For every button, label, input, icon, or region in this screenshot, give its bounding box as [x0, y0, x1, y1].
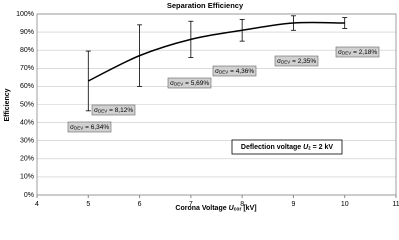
x-tick-label: 10 — [341, 201, 349, 208]
chart-title: Separation Efficiency — [167, 1, 244, 10]
y-tick-label: 80% — [20, 47, 34, 54]
y-tick-label: 50% — [20, 101, 34, 108]
y-tick-label: 0% — [24, 192, 34, 199]
x-tick-label: 7 — [189, 201, 193, 208]
annotation-box — [274, 55, 319, 67]
note-text: Deflection voltage — [241, 144, 303, 151]
x-label-symbol: U — [229, 205, 235, 212]
y-tick-label: 30% — [20, 138, 34, 145]
annotation-box — [212, 65, 257, 77]
y-tick-label: 90% — [20, 29, 34, 36]
y-tick-label: 20% — [20, 156, 34, 163]
note-sub: z — [308, 146, 311, 152]
annotation-symbol: σ — [338, 49, 342, 56]
annotation: σDEV = 2,18% — [338, 49, 377, 56]
annotation: σDEV = 2,35% — [277, 58, 316, 65]
annotation: σDEV = 5,69% — [170, 80, 209, 87]
annotation-text: = 6,34% — [83, 124, 109, 131]
annotation-box — [335, 46, 380, 58]
annotation-box — [91, 104, 136, 116]
y-tick-label: 40% — [20, 119, 34, 126]
annotation-sub: DEV — [219, 70, 228, 75]
annotation-text: = 2,35% — [290, 58, 316, 65]
x-tick-label: 8 — [240, 201, 244, 208]
annotation-text: = 4,36% — [228, 68, 254, 75]
x-tick-label: 6 — [138, 201, 142, 208]
annotation-symbol: σ — [277, 58, 281, 65]
x-tick-label: 11 — [392, 201, 399, 208]
annotation-sub: DEV — [281, 60, 290, 65]
annotation-sub: DEV — [174, 82, 183, 87]
note-symbol: U — [303, 144, 309, 151]
x-axis-label: Corona Voltage Ucor [kV] — [175, 205, 256, 213]
annotation-text: = 8,12% — [107, 107, 133, 114]
chart: Separation Efficiency Efficiency Corona … — [4, 1, 399, 213]
x-label-text: Corona Voltage — [175, 205, 228, 212]
annotation-symbol: σ — [170, 80, 174, 87]
annotation-sub: DEV — [98, 109, 107, 114]
x-label-unit: [kV] — [241, 205, 256, 212]
annotation-sub: DEV — [74, 126, 83, 131]
note: Deflection voltage Uz = 2 kV — [241, 144, 334, 152]
annotation-sub: DEV — [342, 51, 351, 56]
annotation-symbol: σ — [70, 124, 74, 131]
y-tick-label: 10% — [20, 174, 34, 181]
annotation-text: = 5,69% — [183, 80, 209, 87]
y-tick-label: 60% — [20, 83, 34, 90]
plot-frame — [36, 13, 397, 196]
annotation-box — [67, 121, 112, 133]
line — [87, 21, 345, 82]
x-tick-label: 5 — [86, 201, 90, 208]
note-value: = 2 kV — [311, 144, 334, 151]
annotation-symbol: σ — [94, 107, 98, 114]
x-tick-label: 9 — [291, 201, 295, 208]
annotation: σDEV = 4,36% — [215, 68, 254, 75]
x-label-sub: cor — [234, 207, 242, 213]
annotation: σDEV = 6,34% — [70, 124, 109, 131]
y-axis-label: Efficiency — [4, 88, 11, 121]
annotation-text: = 2,18% — [351, 49, 377, 56]
annotation: σDEV = 8,12% — [94, 107, 133, 114]
y-tick-label: 70% — [20, 65, 34, 72]
x-tick-label: 4 — [35, 201, 39, 208]
y-tick-label: 100% — [16, 11, 34, 18]
annotation-symbol: σ — [215, 68, 219, 75]
note-box — [231, 139, 343, 155]
annotation-box — [167, 77, 212, 89]
